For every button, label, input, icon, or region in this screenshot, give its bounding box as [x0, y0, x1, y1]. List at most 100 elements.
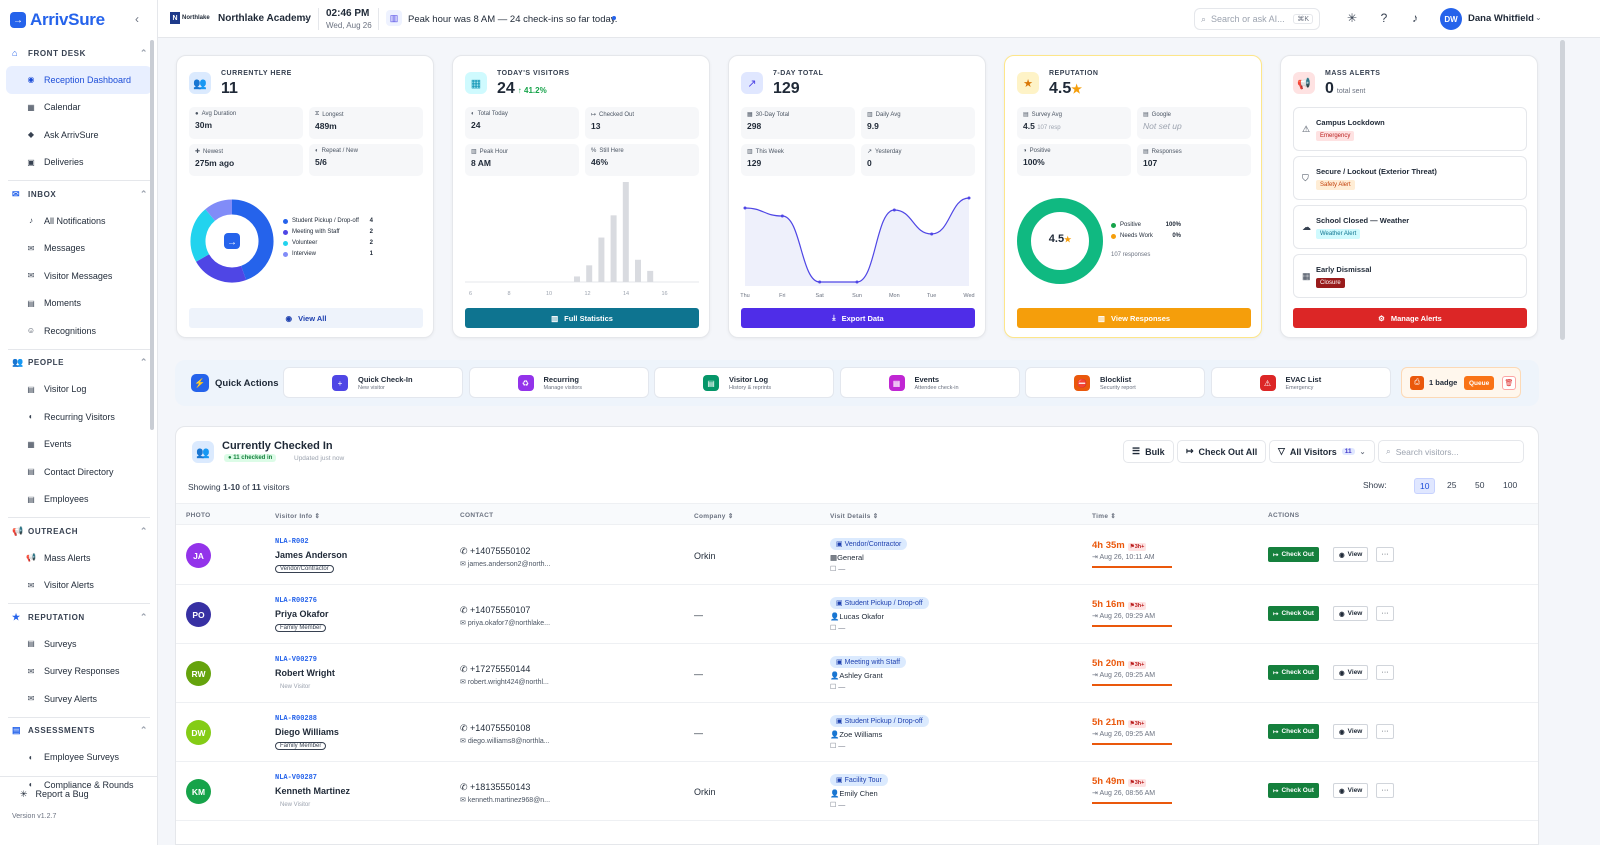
page-size-25[interactable]: 25: [1447, 480, 1457, 490]
org-switcher[interactable]: Northlake Academy: [218, 13, 311, 24]
showing-prefix: Showing: [188, 482, 221, 492]
view-button[interactable]: ◉ View: [1333, 547, 1369, 562]
printer-icon[interactable]: ⎙: [1410, 376, 1424, 390]
alert-template[interactable]: ▦ Early Dismissal Closure: [1293, 254, 1527, 298]
sidebar-item-recognitions[interactable]: ☺ Recognitions: [6, 317, 152, 345]
view-responses-button[interactable]: ▥ View Responses: [1017, 308, 1251, 328]
visitor-email: ✉ diego.williams8@northla...: [460, 737, 550, 745]
visitor-id-link[interactable]: NLA-V00279: [275, 656, 318, 664]
view-button[interactable]: ◉ View: [1333, 783, 1369, 798]
quick-action-evac-list[interactable]: ⚠ EVAC List Emergency: [1210, 367, 1391, 398]
view-button[interactable]: ◉ View: [1333, 606, 1369, 621]
sidebar-item-employees[interactable]: ▤ Employees: [6, 486, 152, 514]
page-scrollbar[interactable]: [1560, 40, 1565, 340]
brand-logo[interactable]: → ArrivSure: [10, 10, 105, 30]
alert-template[interactable]: ⛉ Secure / Lockout (Exterior Threat) Safet…: [1293, 156, 1527, 200]
sidebar-item-survey-responses[interactable]: ✉ Survey Responses: [6, 658, 152, 686]
sidebar-item-deliveries[interactable]: ▣ Deliveries: [6, 149, 152, 177]
view-all-button[interactable]: ◉ View All: [189, 308, 423, 328]
chevron-down-icon[interactable]: ⌄: [303, 13, 310, 22]
manage-alerts-button[interactable]: ⚙ Manage Alerts: [1293, 308, 1527, 328]
page-size-100[interactable]: 100: [1503, 480, 1518, 490]
stat-responses: ▤ Responses 107: [1137, 144, 1251, 176]
more-options-icon[interactable]: ···: [1376, 547, 1394, 562]
sidebar-item-visitor-log[interactable]: ▤ Visitor Log: [6, 376, 152, 404]
bulk-button[interactable]: ☰ Bulk: [1123, 440, 1174, 463]
quick-action-blocklist[interactable]: ⛔ Blocklist Security report: [1025, 367, 1205, 398]
user-avatar[interactable]: DW: [1440, 8, 1462, 30]
view-button[interactable]: ◉ View: [1333, 724, 1369, 739]
alert-template[interactable]: ☁ School Closed — Weather Weather Alert: [1293, 205, 1527, 249]
queue-button[interactable]: Queue: [1464, 376, 1495, 390]
page-size-10[interactable]: 10: [1414, 478, 1436, 494]
sidebar-item-contact-directory[interactable]: ▤ Contact Directory: [6, 458, 152, 486]
org-logo-text: Northlake: [182, 15, 210, 21]
sidebar-item-moments[interactable]: ▤ Moments: [6, 290, 152, 318]
sidebar-section-outreach[interactable]: 📢 OUTREACH ⌃: [0, 518, 158, 544]
user-name[interactable]: Dana Whitfield: [1468, 13, 1534, 24]
check-out-button[interactable]: ↦ Check Out: [1268, 665, 1319, 680]
visitor-search-input[interactable]: ⌕ Search visitors...: [1378, 440, 1524, 463]
sidebar-item-visitor-alerts[interactable]: ✉ Visitor Alerts: [6, 572, 152, 600]
sidebar-item-calendar[interactable]: ▦ Calendar: [6, 94, 152, 122]
sidebar-item-surveys[interactable]: ▤ Surveys: [6, 630, 152, 658]
more-options-icon[interactable]: ···: [1376, 783, 1394, 798]
chevron-down-icon[interactable]: ⌄: [1535, 13, 1542, 22]
check-out-button[interactable]: ↦ Check Out: [1268, 606, 1319, 621]
quick-action-recurring[interactable]: ♻ Recurring Manage visitors: [468, 367, 649, 398]
sidebar-item-reception-dashboard[interactable]: ◉ Reception Dashboard: [6, 66, 152, 94]
sidebar-section-front-desk[interactable]: ⌂ FRONT DESK ⌃: [0, 40, 158, 66]
sidebar-item-messages[interactable]: ✉ Messages: [6, 235, 152, 263]
sidebar-item-visitor-messages[interactable]: ✉ Visitor Messages: [6, 262, 152, 290]
visitor-id-link[interactable]: NLA-R002: [275, 538, 309, 546]
check-out-button[interactable]: ↦ Check Out: [1268, 547, 1319, 562]
more-options-icon[interactable]: ···: [1376, 606, 1394, 621]
more-options-icon[interactable]: ···: [1376, 724, 1394, 739]
sidebar-section-people[interactable]: 👥 PEOPLE ⌃: [0, 350, 158, 376]
help-icon[interactable]: ?: [1380, 11, 1388, 25]
view-button[interactable]: ◉ View: [1333, 665, 1369, 680]
sidebar-section-assessments[interactable]: ▤ ASSESSMENTS ⌃: [0, 718, 158, 744]
stat-extra: 107 resp: [1037, 125, 1061, 131]
x-tick-label: 12: [585, 291, 591, 297]
sidebar-item-recurring-visitors[interactable]: ◐ Recurring Visitors: [6, 403, 152, 431]
global-search-input[interactable]: ⌕ Search or ask AI... ⌘K: [1194, 8, 1320, 30]
sidebar-section-inbox[interactable]: ✉ INBOX ⌃: [0, 181, 158, 207]
sidebar-item-events[interactable]: ▦ Events: [6, 431, 152, 459]
bug-icon[interactable]: ✳: [1346, 11, 1358, 25]
sidebar-item-all-notifications[interactable]: ♪ All Notifications: [6, 207, 152, 235]
visitor-id-link[interactable]: NLA-V00287: [275, 774, 318, 782]
check-out-button[interactable]: ↦ Check Out: [1268, 724, 1319, 739]
visitor-id-link[interactable]: NLA-R00288: [275, 715, 318, 723]
export-data-button[interactable]: ⤓ Export Data: [741, 308, 975, 328]
check-out-all-button[interactable]: ↦ Check Out All: [1177, 440, 1267, 463]
visitor-id-link[interactable]: NLA-R00276: [275, 597, 318, 605]
quick-action-quick-check-in[interactable]: + Quick Check-In New visitor: [283, 367, 463, 398]
column-header[interactable]: Visit Details ⇕: [830, 513, 879, 520]
quick-action-events[interactable]: ▦ Events Attendee check-in: [839, 367, 1020, 398]
collapse-sidebar-icon[interactable]: ‹: [135, 12, 139, 26]
column-header[interactable]: Visitor Info ⇕: [275, 513, 321, 520]
trash-icon[interactable]: 🗑: [1502, 376, 1516, 390]
alert-template[interactable]: ⚠ Campus Lockdown Emergency: [1293, 107, 1527, 151]
column-header[interactable]: Time ⇕: [1092, 513, 1117, 520]
sidebar-item-employee-surveys[interactable]: ◐ Employee Surveys: [6, 744, 152, 772]
visitor-filter-select[interactable]: ▽ All Visitors 11 ⌄: [1269, 440, 1375, 463]
sidebar-scrollbar[interactable]: [150, 40, 154, 430]
page-size-50[interactable]: 50: [1475, 480, 1485, 490]
sidebar-item-ask-arrivsure[interactable]: ◆ Ask ArrivSure: [6, 121, 152, 149]
sidebar-section-reputation[interactable]: ★ REPUTATION ⌃: [0, 604, 158, 630]
full-statistics-button[interactable]: ▥ Full Statistics: [465, 308, 699, 328]
report-bug-link[interactable]: ✳ Report a Bug: [20, 789, 89, 800]
bell-icon[interactable]: ♪: [1412, 11, 1418, 25]
sidebar-item-survey-alerts[interactable]: ✉ Survey Alerts: [6, 685, 152, 713]
more-options-icon[interactable]: ···: [1376, 665, 1394, 680]
quick-action-visitor-log[interactable]: ▤ Visitor Log History & reprints: [654, 367, 834, 398]
login-icon: ⇥: [1092, 731, 1100, 738]
column-header[interactable]: Company ⇕: [694, 513, 734, 520]
phone-icon: ✆: [460, 605, 471, 615]
sidebar-item-compliance-rounds[interactable]: ◐ Compliance & Rounds: [6, 771, 152, 795]
sidebar-item-mass-alerts[interactable]: 📢 Mass Alerts: [6, 544, 152, 572]
visitor-type-tag: New Visitor: [280, 802, 311, 808]
check-out-button[interactable]: ↦ Check Out: [1268, 783, 1319, 798]
